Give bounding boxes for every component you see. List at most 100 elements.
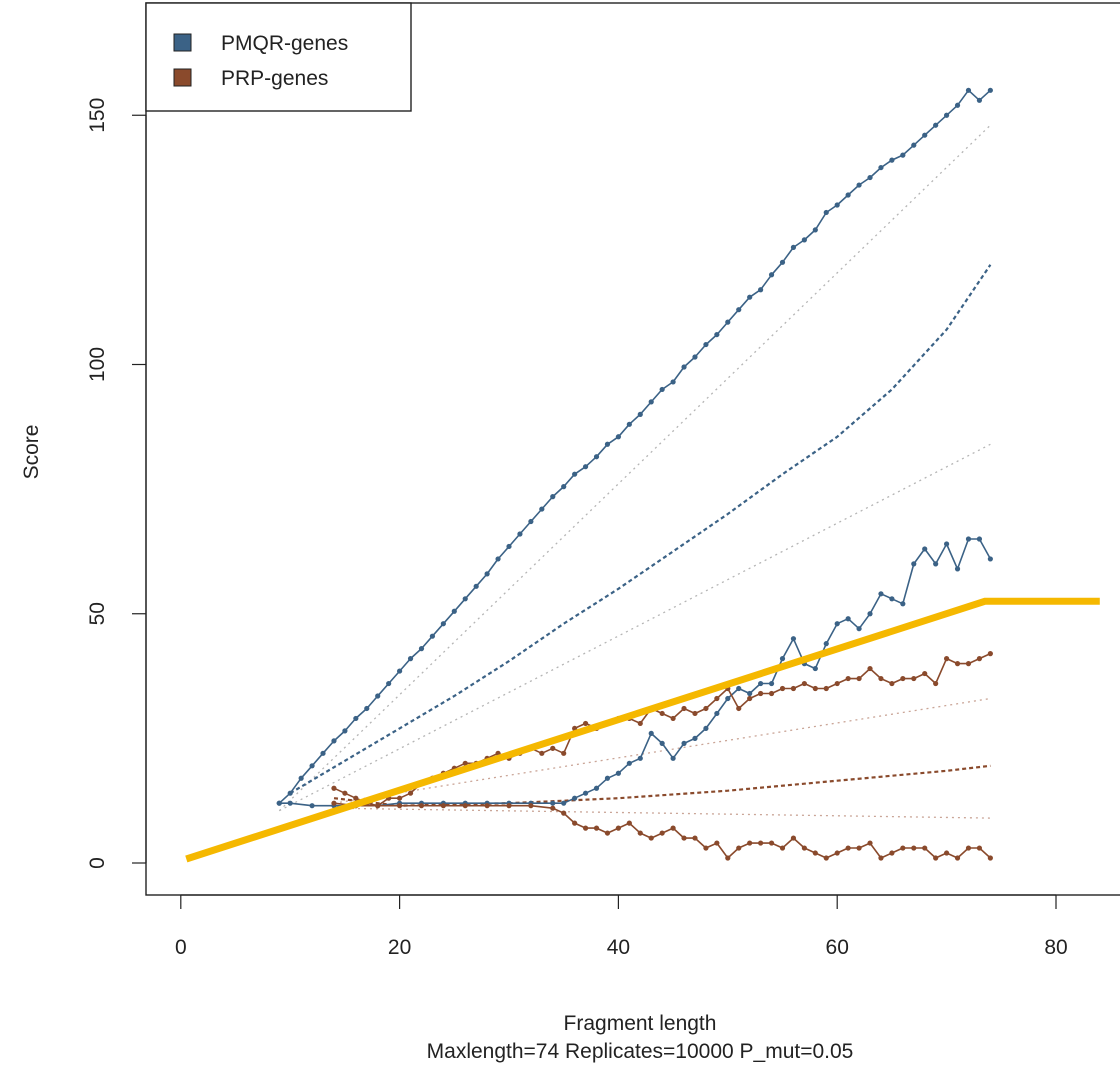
pmqr-point [834, 202, 840, 208]
pmqr-point [779, 259, 786, 265]
prp-point [484, 803, 490, 809]
prp-point [790, 835, 797, 841]
chart-subtitle: Maxlength=74 Replicates=10000 P_mut=0.05 [427, 1040, 854, 1063]
prp-point [878, 855, 884, 861]
prp-point [593, 825, 600, 831]
pmqr-point [309, 803, 315, 809]
prp-point [878, 675, 884, 682]
prp-point [867, 665, 873, 672]
prp-point [965, 845, 972, 851]
prp-point [561, 750, 567, 756]
prp-point [550, 805, 556, 811]
pmqr-point [561, 484, 567, 490]
prp-point [867, 840, 873, 846]
pmqr-point [648, 730, 654, 736]
pmqr-point [495, 556, 501, 562]
pmqr-point [692, 735, 698, 741]
pmqr-point [845, 192, 851, 198]
pmqr-point [593, 785, 600, 791]
prp-point [933, 680, 939, 687]
prp-point [539, 750, 545, 756]
pmqr-point [790, 244, 797, 250]
pmqr-point [593, 454, 600, 460]
prp-point [637, 830, 643, 836]
pmqr-point [539, 506, 545, 512]
prp-point [768, 840, 775, 846]
pmqr-point [856, 182, 862, 188]
pmqr-point [637, 755, 643, 761]
pmqr-point [703, 341, 709, 348]
pmqr-point [976, 97, 983, 103]
pmqr-point [287, 800, 293, 806]
pmqr-point [659, 740, 665, 746]
pmqr-point [550, 800, 556, 806]
pmqr-point [473, 583, 479, 589]
prp-point [725, 855, 731, 861]
prp-point [889, 680, 895, 687]
pmqr-point [954, 102, 961, 108]
series-group [185, 87, 1100, 863]
pmqr-point [867, 174, 873, 181]
pmqr-point [582, 790, 589, 796]
prp-point [692, 710, 698, 717]
pmqr-point [911, 561, 917, 567]
pmqr-point [309, 763, 315, 769]
pmqr-point [517, 531, 523, 537]
pmqr-point [758, 680, 764, 687]
pmqr-point [626, 760, 632, 766]
prp-point [659, 710, 665, 717]
pmqr-point [670, 755, 676, 761]
pmqr-point [933, 561, 939, 567]
prp-point [790, 685, 797, 692]
pmqr-point [407, 656, 414, 662]
pmqr-point [353, 715, 359, 722]
prp-point [856, 675, 862, 682]
prp-point [528, 803, 534, 809]
prp-point [812, 685, 818, 692]
prp-point [768, 690, 775, 697]
prp-point [900, 845, 906, 851]
pmqr-point [659, 386, 665, 393]
y-axis: 0 50 100 150 [86, 98, 147, 869]
prp-point [670, 825, 676, 831]
prp-point [714, 695, 720, 702]
prp-point [736, 845, 742, 851]
legend: PMQR-genes PRP-genes [145, 2, 412, 112]
pmqr-point [298, 775, 304, 781]
pmqr-point [725, 319, 731, 325]
prp-point [834, 850, 840, 856]
pmqr-dotted-line [278, 124, 991, 812]
pmqr-point [867, 611, 873, 617]
pmqr-point [878, 591, 884, 597]
prp-point [933, 855, 939, 861]
prp-point [681, 835, 687, 841]
pmqr-point [758, 287, 764, 293]
prp-point [462, 760, 468, 766]
pmqr-point [878, 164, 884, 171]
pmqr-point [768, 272, 775, 278]
legend-swatch-prp [173, 68, 192, 87]
prp-point [779, 685, 786, 692]
prp-point [626, 820, 632, 826]
prp-point [747, 695, 753, 702]
prp-point [758, 840, 764, 846]
x-axis: 0 20 40 60 80 [175, 894, 1068, 959]
prp-point [747, 840, 753, 846]
prp-point [615, 825, 622, 831]
prp-point [976, 845, 983, 851]
prp-point [944, 656, 950, 662]
pmqr-point [944, 112, 950, 118]
pmqr-point [933, 122, 939, 128]
prp-point [954, 661, 961, 667]
prp-point [845, 675, 851, 682]
pmqr-point [889, 157, 895, 163]
pmqr-point [681, 740, 687, 746]
prp-point [550, 745, 556, 751]
pmqr-point [692, 354, 698, 360]
prp-point [856, 845, 862, 851]
prp-point [440, 803, 446, 809]
y-axis-label: Score [20, 425, 43, 480]
prp-point [812, 850, 818, 856]
pmqr-point [648, 399, 654, 405]
pmqr-point [572, 795, 578, 801]
